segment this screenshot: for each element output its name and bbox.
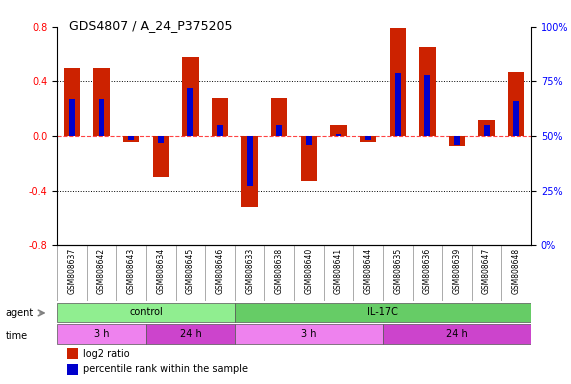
Text: GSM808641: GSM808641 [334,248,343,294]
Bar [69,99,75,136]
Bar [212,98,228,136]
Bar [484,125,489,136]
Text: GSM808637: GSM808637 [67,248,77,295]
Bar [336,134,341,136]
Text: GSM808647: GSM808647 [482,248,491,295]
Text: GSM808643: GSM808643 [127,248,136,295]
Bar [478,120,494,136]
Text: 24 h: 24 h [446,329,468,339]
Bar [99,99,104,136]
Text: GSM808646: GSM808646 [215,248,224,295]
Bar [271,98,287,136]
Bar [365,136,371,141]
Bar [247,136,252,186]
Bar [187,88,194,136]
Bar [67,348,78,359]
Text: GSM808638: GSM808638 [275,248,284,294]
Bar [449,136,465,146]
FancyBboxPatch shape [235,324,383,344]
Bar [94,68,110,136]
Text: control: control [129,307,163,317]
Bar [217,125,223,136]
Bar [419,47,436,136]
Text: GSM808645: GSM808645 [186,248,195,295]
Bar [454,136,460,145]
Text: time: time [6,331,28,341]
Text: GSM808648: GSM808648 [512,248,521,294]
FancyBboxPatch shape [383,324,531,344]
Text: agent: agent [6,308,34,318]
Text: GSM808640: GSM808640 [304,248,313,295]
Bar [508,72,524,136]
Text: log2 ratio: log2 ratio [83,349,130,359]
FancyBboxPatch shape [57,324,146,344]
Text: GSM808639: GSM808639 [452,248,461,295]
Text: GSM808636: GSM808636 [423,248,432,295]
Bar [128,136,134,141]
Bar [64,68,80,136]
Text: IL-17C: IL-17C [368,307,399,317]
Bar [301,136,317,181]
Bar [152,136,169,177]
Bar [424,75,431,136]
Bar [306,136,312,145]
Text: GSM808644: GSM808644 [364,248,373,295]
FancyBboxPatch shape [235,303,531,322]
Bar [360,136,376,142]
Text: 3 h: 3 h [301,329,317,339]
Bar [123,136,139,142]
Text: GSM808633: GSM808633 [245,248,254,295]
Text: percentile rank within the sample: percentile rank within the sample [83,364,248,374]
Bar [331,125,347,136]
Text: GDS4807 / A_24_P375205: GDS4807 / A_24_P375205 [69,19,232,32]
Bar [513,101,519,136]
Bar [242,136,258,207]
Bar [158,136,164,142]
Text: GSM808635: GSM808635 [393,248,402,295]
Text: GSM808642: GSM808642 [97,248,106,294]
Text: 3 h: 3 h [94,329,109,339]
Bar [67,364,78,375]
Bar [182,57,199,136]
FancyBboxPatch shape [146,324,235,344]
Text: GSM808634: GSM808634 [156,248,165,295]
Bar [395,73,401,136]
Bar [276,125,282,136]
Bar [389,28,406,136]
Text: 24 h: 24 h [179,329,201,339]
FancyBboxPatch shape [57,303,235,322]
